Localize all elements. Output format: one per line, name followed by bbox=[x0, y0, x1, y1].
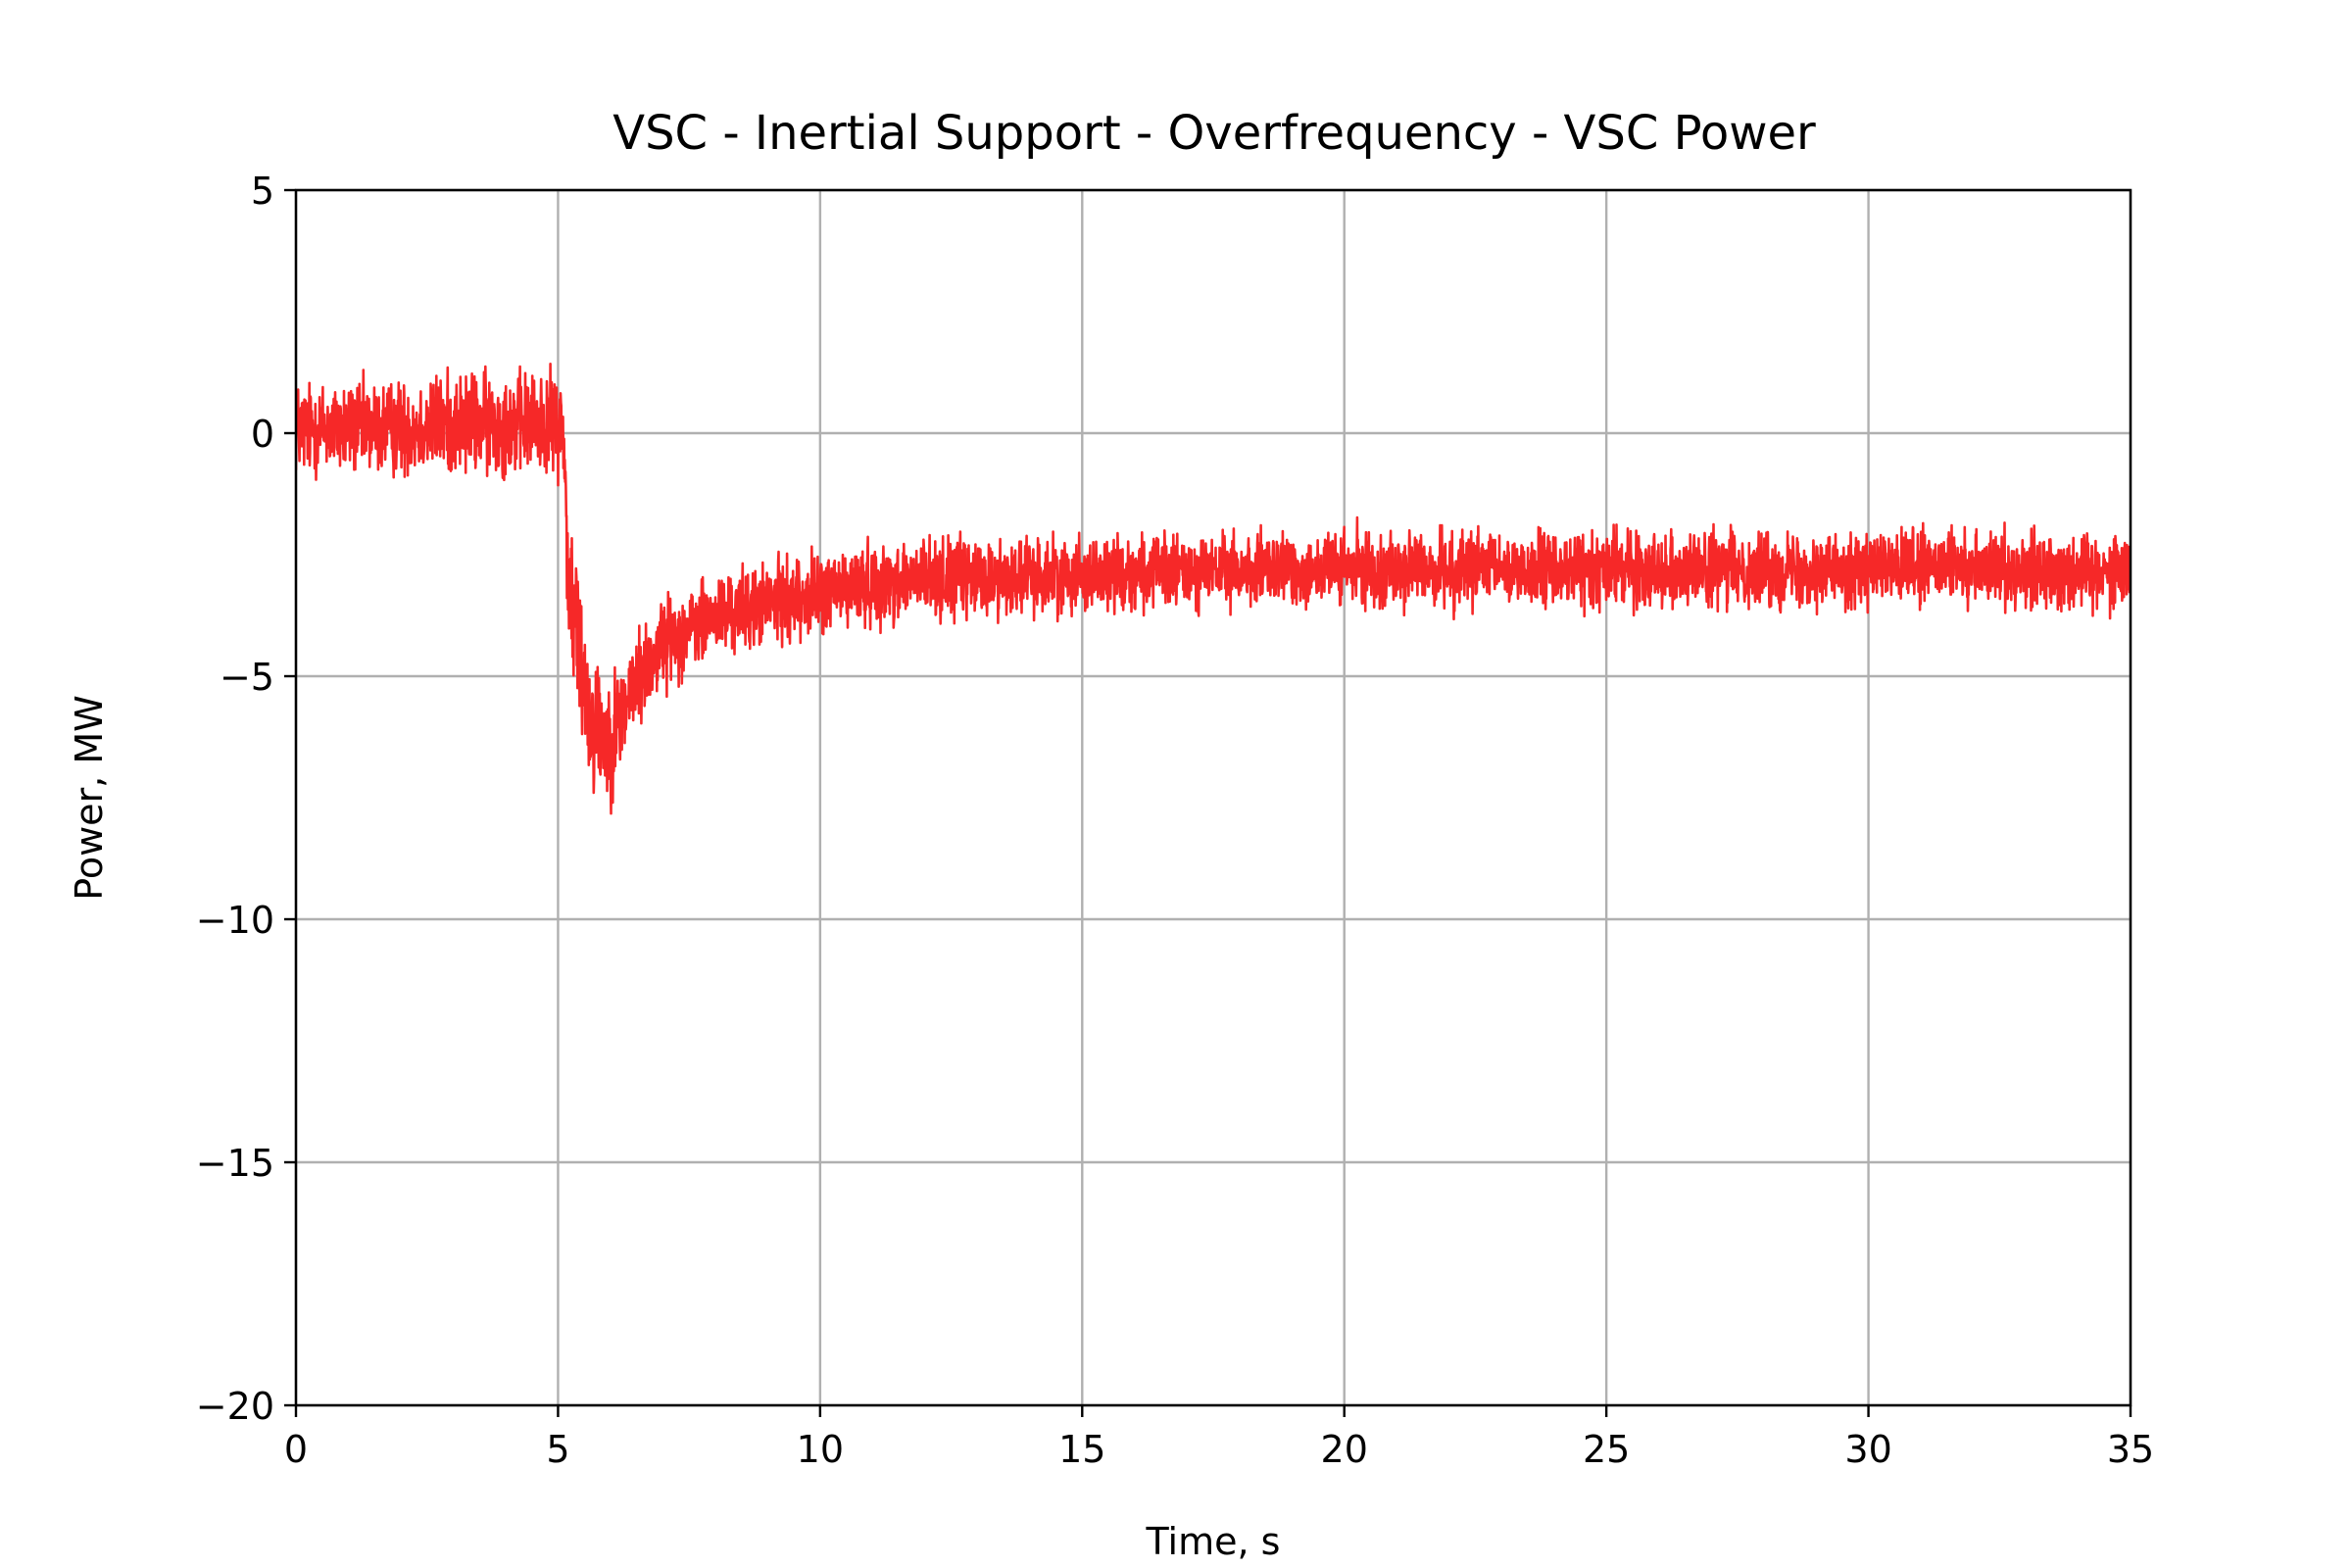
x-tick-label: 35 bbox=[2107, 1428, 2154, 1471]
y-tick-label: −15 bbox=[196, 1142, 274, 1185]
series-line-0 bbox=[296, 363, 2131, 815]
x-tick-label: 5 bbox=[546, 1428, 569, 1471]
y-tick-label: 5 bbox=[251, 170, 274, 213]
x-tick-label: 15 bbox=[1058, 1428, 1105, 1471]
x-tick-label: 30 bbox=[1844, 1428, 1891, 1471]
y-tick-label: 0 bbox=[251, 413, 274, 456]
plot-frame bbox=[294, 188, 2132, 1407]
chart-title: VSC - Inertial Support - Overfrequency -… bbox=[612, 106, 1816, 161]
series-group bbox=[296, 363, 2131, 815]
x-axis: 0 5 10 15 20 25 30 35 bbox=[284, 1405, 2154, 1471]
x-tick-label: 10 bbox=[797, 1428, 844, 1471]
x-tick-label: 20 bbox=[1321, 1428, 1368, 1471]
x-axis-label: Time, s bbox=[1146, 1520, 1281, 1563]
y-axis-label: Power, MW bbox=[68, 695, 111, 900]
y-tick-label: −10 bbox=[196, 899, 274, 942]
y-tick-label: −20 bbox=[196, 1385, 274, 1428]
x-tick-label: 0 bbox=[284, 1428, 308, 1471]
x-tick-label: 25 bbox=[1583, 1428, 1630, 1471]
y-tick-label: −5 bbox=[220, 656, 274, 699]
y-axis: 5 0 −5 −10 −15 −20 bbox=[196, 170, 296, 1428]
